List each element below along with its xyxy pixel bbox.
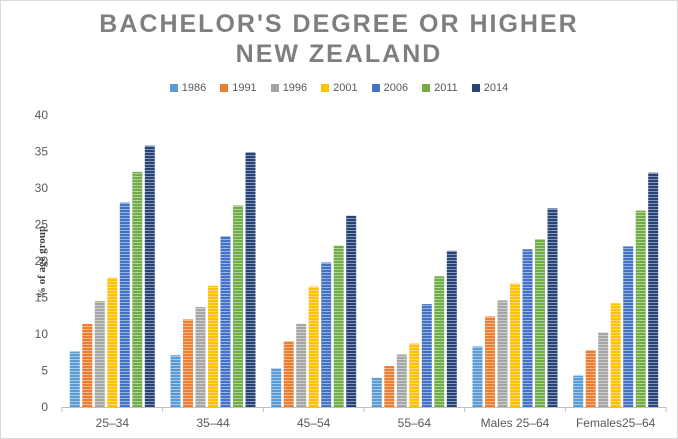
legend-label: 2001 — [333, 82, 358, 94]
y-tick-label: 5 — [41, 364, 48, 378]
bar — [119, 202, 130, 407]
bar — [94, 301, 105, 407]
x-tick-label: 35–44 — [196, 416, 230, 430]
legend-item: 2006 — [371, 82, 409, 94]
y-tick-label: 0 — [41, 400, 48, 414]
legend-item: 1986 — [169, 82, 207, 94]
bar — [333, 245, 344, 407]
legend: 1986 1991 1996 2001 2006 2011 2014 — [0, 82, 678, 94]
bar — [69, 351, 80, 407]
bar — [371, 377, 382, 407]
legend-label: 1996 — [282, 82, 308, 94]
bar — [183, 319, 193, 407]
bar — [296, 323, 307, 407]
legend-label: 1991 — [232, 82, 257, 94]
legend-label: 1986 — [181, 82, 207, 94]
chart-title-line-1: BACHELOR'S DEGREE OR HIGHER — [99, 10, 579, 38]
bar — [346, 215, 357, 407]
legend-item: 1996 — [270, 82, 308, 94]
x-tick-label: 25–34 — [96, 416, 130, 430]
bar — [573, 375, 584, 407]
bar — [144, 145, 155, 407]
bar — [308, 286, 319, 407]
bar — [485, 316, 495, 407]
chart-title-line-2: NEW ZEALAND — [235, 40, 443, 68]
bar — [384, 366, 395, 407]
bar — [635, 210, 646, 407]
y-tick-label: 30 — [35, 181, 49, 195]
legend-swatch — [471, 84, 480, 92]
bar — [585, 350, 596, 407]
x-tick-label: Females25–64 — [576, 416, 656, 430]
bar — [510, 283, 520, 407]
bar — [132, 171, 143, 407]
legend-label: 2006 — [383, 82, 409, 94]
legend-swatch — [321, 84, 330, 92]
legend-swatch — [371, 84, 380, 92]
legend-swatch — [270, 84, 279, 92]
bar — [107, 277, 118, 407]
bar — [283, 341, 294, 407]
y-tick-label: 35 — [35, 145, 49, 159]
bar — [233, 205, 243, 407]
bar — [446, 250, 457, 407]
bar — [547, 208, 558, 407]
bar — [220, 236, 231, 407]
x-tick-label: 55–64 — [398, 416, 432, 430]
legend-item: 1991 — [220, 82, 257, 94]
bar — [535, 239, 545, 407]
bar — [610, 303, 621, 407]
legend-swatch — [422, 84, 431, 92]
bar — [170, 355, 181, 407]
legend-swatch — [169, 84, 178, 92]
bar — [648, 172, 659, 407]
bar — [195, 307, 206, 407]
x-tick-label: Males 25–64 — [481, 416, 550, 430]
y-tick-label: 10 — [35, 327, 49, 341]
bar — [82, 323, 93, 407]
legend-label: 2011 — [434, 82, 458, 94]
bar — [208, 285, 218, 407]
bar — [271, 368, 282, 407]
bar — [421, 304, 432, 407]
legend-item: 2011 — [422, 82, 458, 94]
legend-item: 2001 — [321, 82, 358, 94]
y-tick-label: 40 — [35, 108, 49, 122]
y-tick-label: 25 — [35, 218, 49, 232]
bar — [321, 262, 332, 407]
legend-item: 2014 — [471, 82, 509, 94]
bar — [396, 354, 407, 407]
legend-swatch — [220, 84, 229, 92]
bar — [409, 343, 420, 407]
bar — [522, 249, 533, 407]
bar — [434, 276, 445, 407]
y-tick-label: 15 — [35, 291, 49, 305]
bar — [497, 300, 508, 407]
legend-label: 2014 — [483, 82, 509, 94]
x-tick-label: 45–54 — [297, 416, 331, 430]
y-tick-label: 20 — [35, 254, 49, 268]
bar — [472, 346, 483, 407]
bar — [245, 152, 256, 407]
bar — [598, 332, 609, 407]
bar — [623, 246, 634, 407]
